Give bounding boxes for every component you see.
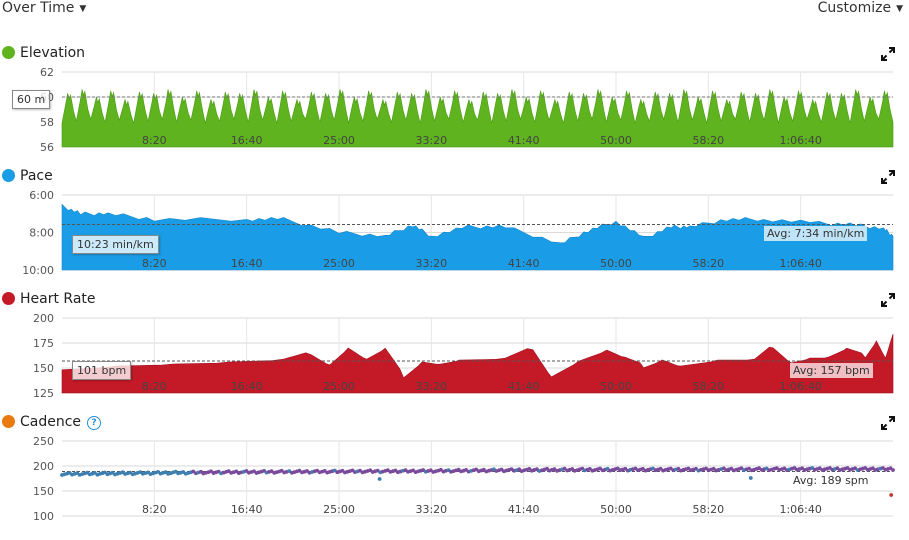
caret-down-icon: ▼ (896, 4, 903, 14)
pace-chart: 6:00 8:00 10:00 8:20 16:40 25:00 33:20 41:40 50:… (22, 189, 894, 277)
pace-legend-dot (2, 169, 15, 182)
y-tick-label: 200 (33, 312, 54, 325)
view-dropdown-label: Over Time (2, 0, 75, 16)
y-tick-label: 200 (33, 460, 54, 473)
x-tick-label: 41:40 (508, 503, 540, 516)
x-tick-label: 50:00 (600, 257, 632, 270)
heart-rate-section: Heart Rate 200 175 150 125 8:20 16:40 25:00 33:… (0, 290, 909, 400)
pace-area (61, 203, 894, 271)
x-tick-label: 33:20 (415, 380, 447, 393)
elevation-section: Elevation 626058568:2016:4025:0033:2041:… (0, 44, 909, 154)
customize-dropdown[interactable]: Customize ▼ (818, 0, 903, 16)
y-tick-label: 250 (33, 435, 54, 448)
expand-icon[interactable] (881, 293, 895, 307)
y-tick-label: 100 (33, 510, 54, 523)
y-tick-label: 10:00 (22, 264, 54, 277)
elevation-area (61, 89, 894, 148)
x-tick-label: 16:40 (231, 380, 263, 393)
y-tick-label: 56 (40, 141, 54, 154)
x-tick-label: 50:00 (600, 503, 632, 516)
cadence-section: Cadence? 250 200 150 100 8:20 16:40 25:00 33:20… (0, 413, 909, 523)
x-tick-label: 58:20 (692, 503, 724, 516)
elevation-title-text: Elevation (20, 45, 86, 61)
y-tick-label: 125 (33, 387, 54, 400)
pace-title: Pace (2, 167, 53, 185)
x-tick-label: 8:20 (142, 503, 167, 516)
y-tick-label: 58 (40, 116, 54, 129)
top-toolbar: Over Time ▼ Customize ▼ (0, 0, 909, 22)
heart-rate-title-text: Heart Rate (20, 291, 96, 307)
x-tick-label: 41:40 (508, 257, 540, 270)
x-tick-label: 58:20 (692, 257, 724, 270)
x-tick-label: 1:06:40 (779, 503, 821, 516)
y-tick-label: 6:00 (29, 189, 54, 202)
x-tick-label: 25:00 (323, 134, 355, 147)
elevation-title: Elevation (2, 44, 85, 62)
heart-rate-average-label: Avg: 157 bpm (790, 363, 873, 378)
heart-rate-chart: 200 175 150 125 8:20 16:40 25:00 33:20 41:40 50:0… (33, 312, 894, 400)
x-tick-label: 16:40 (231, 134, 263, 147)
pace-average-label: Avg: 7:34 min/km (764, 226, 868, 241)
x-tick-label: 58:20 (692, 380, 724, 393)
pace-title-text: Pace (20, 168, 53, 184)
x-tick-label: 50:00 (600, 134, 632, 147)
elevation-hover-callout: 60 m (12, 90, 51, 109)
view-dropdown[interactable]: Over Time ▼ (2, 0, 86, 16)
x-tick-label: 33:20 (415, 503, 447, 516)
cadence-chart: 250 200 150 100 8:20 16:40 25:00 33:20 41:40 50:0… (33, 435, 895, 523)
x-tick-label: 16:40 (231, 503, 263, 516)
x-tick-label: 25:00 (323, 380, 355, 393)
heart-rate-area (61, 333, 894, 394)
x-tick-label: 25:00 (323, 257, 355, 270)
pace-section: Pace 6:00 8:00 10:00 8:20 16:40 25:00 33:20 41:… (0, 167, 909, 277)
y-tick-label: 62 (40, 66, 54, 79)
customize-label: Customize (817, 0, 892, 16)
elevation-chart: 626058568:2016:4025:0033:2041:4050:0058:… (40, 66, 894, 154)
x-tick-label: 16:40 (231, 257, 263, 270)
help-icon[interactable]: ? (87, 416, 102, 430)
x-tick-label: 1:06:40 (779, 257, 821, 270)
y-tick-label: 175 (33, 337, 54, 350)
cadence-legend-dot (2, 415, 15, 428)
x-tick-label: 41:40 (508, 134, 540, 147)
x-tick-label: 58:20 (692, 134, 724, 147)
pace-hover-callout: 10:23 min/km (72, 235, 159, 254)
heart-rate-hover-callout: 101 bpm (72, 361, 132, 380)
y-tick-label: 150 (33, 485, 54, 498)
x-tick-label: 1:06:40 (779, 380, 821, 393)
x-tick-label: 50:00 (600, 380, 632, 393)
cadence-outlier-point (748, 476, 753, 480)
elevation-legend-dot (2, 46, 15, 59)
cadence-title-text: Cadence (20, 414, 82, 430)
x-tick-label: 33:20 (415, 257, 447, 270)
cadence-title: Cadence? (2, 413, 102, 431)
x-tick-label: 8:20 (142, 257, 167, 270)
x-tick-label: 41:40 (508, 380, 540, 393)
cadence-point (891, 468, 895, 472)
heart-rate-title: Heart Rate (2, 290, 96, 308)
cadence-outlier-point (377, 477, 382, 481)
expand-icon[interactable] (881, 47, 895, 61)
caret-down-icon: ▼ (79, 4, 87, 14)
cadence-outlier-point (889, 493, 894, 497)
y-tick-label: 150 (33, 362, 54, 375)
x-tick-label: 8:20 (142, 134, 167, 147)
y-tick-label: 8:00 (29, 227, 54, 240)
cadence-average-label: Avg: 189 spm (790, 473, 872, 488)
x-tick-label: 8:20 (142, 380, 167, 393)
x-tick-label: 1:06:40 (779, 134, 821, 147)
expand-icon[interactable] (881, 416, 895, 430)
x-tick-label: 25:00 (323, 503, 355, 516)
heart-rate-legend-dot (2, 292, 15, 305)
x-tick-label: 33:20 (415, 134, 447, 147)
expand-icon[interactable] (881, 170, 895, 184)
